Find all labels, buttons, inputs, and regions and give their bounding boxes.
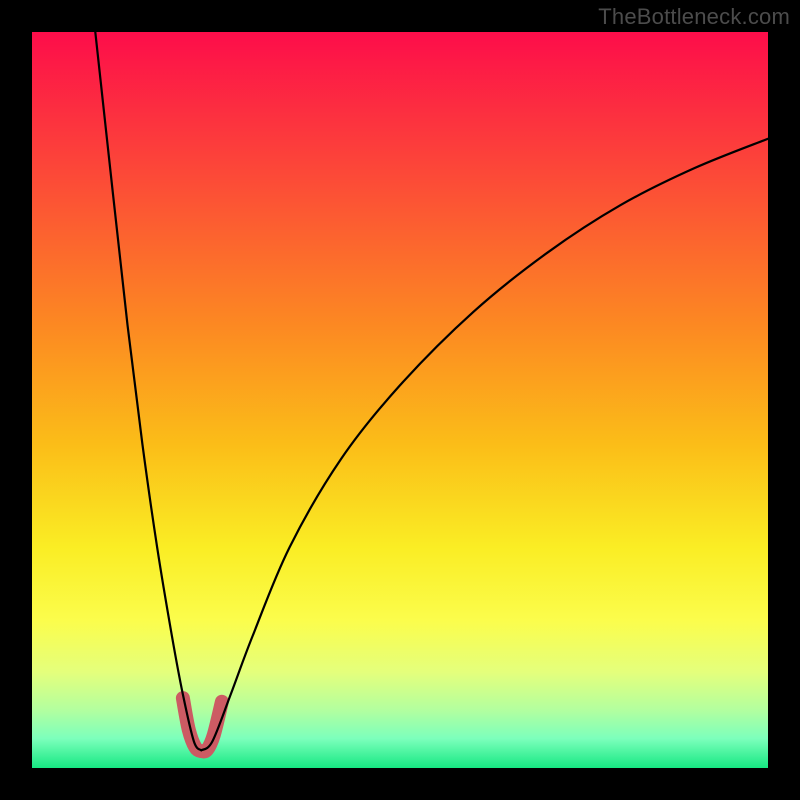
- watermark-text: TheBottleneck.com: [598, 4, 790, 30]
- bottleneck-chart: [0, 0, 800, 800]
- chart-container: TheBottleneck.com: [0, 0, 800, 800]
- plot-gradient-background: [32, 32, 768, 768]
